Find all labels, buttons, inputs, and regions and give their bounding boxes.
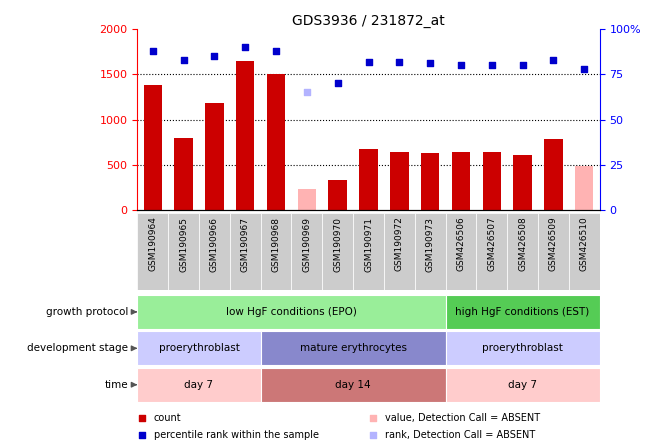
Point [425,60,436,67]
Bar [322,213,353,290]
Bar [476,213,507,290]
Text: GSM190966: GSM190966 [210,217,219,272]
Text: day 14: day 14 [335,380,371,390]
Point [302,89,312,96]
Point [137,414,147,421]
Bar [261,331,446,365]
Title: GDS3936 / 231872_at: GDS3936 / 231872_at [292,14,445,28]
Point [517,62,528,69]
Bar [328,179,347,210]
Bar [297,189,316,210]
Point [579,65,590,72]
Bar [267,74,285,210]
Point [456,62,466,69]
Point [548,56,559,63]
Text: count: count [153,413,181,423]
Bar [137,331,261,365]
Bar [507,213,538,290]
Text: GSM426506: GSM426506 [456,217,466,271]
Point [363,58,374,65]
Text: GSM190971: GSM190971 [364,217,373,272]
Bar [236,61,255,210]
Bar [199,213,230,290]
Bar [137,295,446,329]
Point [332,80,343,87]
Text: GSM190972: GSM190972 [395,217,404,271]
Text: GSM426510: GSM426510 [580,217,589,271]
Bar [421,153,440,210]
Bar [446,331,600,365]
Text: GSM190965: GSM190965 [179,217,188,272]
Text: day 7: day 7 [184,380,214,390]
Text: GSM426509: GSM426509 [549,217,558,271]
Text: GSM190968: GSM190968 [271,217,281,272]
Text: development stage: development stage [27,343,128,353]
Bar [384,213,415,290]
Bar [205,103,224,210]
Bar [575,166,594,210]
Bar [174,138,193,210]
Bar [168,213,199,290]
Bar [359,149,378,210]
Point [137,431,147,438]
Text: growth protocol: growth protocol [46,307,128,317]
Bar [230,213,261,290]
Text: day 7: day 7 [508,380,537,390]
Point [271,47,281,54]
Bar [452,152,470,210]
Point [394,58,405,65]
Text: proerythroblast: proerythroblast [159,343,239,353]
Bar [390,152,409,210]
Text: GSM190970: GSM190970 [333,217,342,272]
Bar [446,213,476,290]
Bar [261,213,291,290]
Point [368,431,379,438]
Bar [353,213,384,290]
Bar [446,295,600,329]
Point [209,52,220,59]
Text: low HgF conditions (EPO): low HgF conditions (EPO) [226,307,357,317]
Bar [513,155,532,210]
Point [486,62,497,69]
Text: GSM426507: GSM426507 [487,217,496,271]
Bar [446,368,600,402]
Bar [143,85,162,210]
Text: percentile rank within the sample: percentile rank within the sample [153,429,318,440]
Bar [538,213,569,290]
Point [240,44,251,51]
Point [147,47,158,54]
Bar [569,213,600,290]
Bar [482,152,501,210]
Text: time: time [105,380,128,390]
Bar [137,368,261,402]
Bar [137,213,168,290]
Bar [261,368,446,402]
Text: GSM190973: GSM190973 [425,217,435,272]
Text: GSM190969: GSM190969 [302,217,312,272]
Text: mature erythrocytes: mature erythrocytes [299,343,407,353]
Text: high HgF conditions (EST): high HgF conditions (EST) [456,307,590,317]
Text: GSM190967: GSM190967 [241,217,250,272]
Text: GSM426508: GSM426508 [518,217,527,271]
Text: value, Detection Call = ABSENT: value, Detection Call = ABSENT [385,413,540,423]
Text: GSM190964: GSM190964 [148,217,157,271]
Text: rank, Detection Call = ABSENT: rank, Detection Call = ABSENT [385,429,535,440]
Bar [544,139,563,210]
Point [368,414,379,421]
Bar [415,213,446,290]
Text: proerythroblast: proerythroblast [482,343,563,353]
Bar [291,213,322,290]
Point [178,56,189,63]
